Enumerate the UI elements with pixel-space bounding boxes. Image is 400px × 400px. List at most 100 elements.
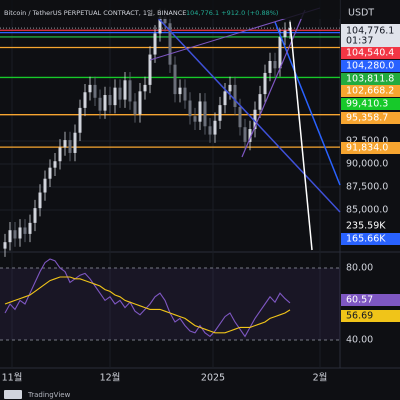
chart-title: Bitcoin / TetherUS PERPETUAL CONTRACT, 1… <box>4 8 186 17</box>
candle-body <box>108 95 112 106</box>
rsi-line <box>4 276 291 334</box>
volume-tag <box>341 220 400 232</box>
level-tag <box>341 60 400 72</box>
rsi-tick-label: 40.00 <box>346 334 373 345</box>
candle-body <box>53 161 57 168</box>
candle-body <box>123 80 127 100</box>
candle-body <box>173 64 177 95</box>
candle-body <box>278 37 282 69</box>
candle-body <box>143 84 147 92</box>
candle-body <box>208 126 212 135</box>
candle-body <box>118 87 122 100</box>
brand-logo <box>4 390 22 399</box>
candle-body <box>78 107 82 133</box>
trend-line <box>241 9 306 158</box>
level-tag-label: 95,358.7 <box>346 113 388 124</box>
candle-body <box>83 92 87 108</box>
candle-body <box>193 116 197 122</box>
rsi-tag-label: 60.57 <box>346 295 373 306</box>
candle-body <box>133 101 137 115</box>
price-tag-label: 104,776.1 <box>346 26 394 37</box>
candle-body <box>253 109 257 130</box>
candle-body <box>103 95 107 111</box>
candle-body <box>38 192 42 209</box>
candle-body <box>33 208 37 223</box>
rsi-line <box>4 258 291 338</box>
candle-body <box>68 140 72 153</box>
y-tick-label: 85,000.0 <box>346 204 388 215</box>
candle-body <box>223 91 227 106</box>
candle-body <box>283 30 287 38</box>
rsi-tag-label: 56.69 <box>346 311 373 322</box>
candle-body <box>98 97 102 111</box>
level-tag <box>341 112 400 124</box>
countdown: 01:37 <box>346 36 373 47</box>
level-tag-label: 104,280.0 <box>346 61 394 72</box>
candle-body <box>138 91 142 115</box>
currency: USDT <box>348 8 374 19</box>
price-pane <box>0 0 340 368</box>
candle-body <box>113 87 117 106</box>
candle-body <box>163 16 167 24</box>
level-tag <box>341 85 400 97</box>
candle-body <box>178 87 182 95</box>
candle-body <box>198 101 202 122</box>
trend-line <box>157 17 341 213</box>
candle-body <box>73 132 77 153</box>
candle-body <box>213 120 217 135</box>
y-tick-label: 92,500.0 <box>346 136 388 147</box>
x-tick-label: 12월 <box>100 372 121 384</box>
candle-body <box>58 147 62 162</box>
candle-body <box>258 94 262 110</box>
candle-body <box>18 227 22 239</box>
candle-body <box>218 105 222 121</box>
price-change: 104,776.1 +912.0 (+0.88%) <box>186 9 278 17</box>
volume-tag-label: 165.66K <box>346 234 386 245</box>
candle-body <box>233 84 237 107</box>
candle-body <box>8 230 12 243</box>
candle-body <box>263 72 267 95</box>
volume-tag-label: 235.59K <box>346 221 386 232</box>
candle-body <box>23 227 27 234</box>
candle-body <box>203 101 207 127</box>
rsi-tick-label: 80.00 <box>346 262 373 273</box>
candle-body <box>48 167 52 179</box>
candle-body <box>238 106 242 128</box>
rsi-tag <box>341 310 400 322</box>
rsi-tag <box>341 294 400 306</box>
rsi-band <box>0 267 340 340</box>
candle-body <box>43 178 47 193</box>
candle-body <box>93 84 97 98</box>
level-tag <box>341 47 400 59</box>
candle-body <box>128 80 132 102</box>
level-tag-label: 104,540.4 <box>346 48 394 59</box>
candle-body <box>158 16 162 34</box>
level-tag-label: 103,811.8 <box>346 74 394 85</box>
header-bg <box>0 0 340 19</box>
level-tag-label: 99,410.3 <box>346 99 388 110</box>
price-tag <box>341 24 400 47</box>
candle-body <box>13 230 17 239</box>
candle-body <box>153 33 157 55</box>
level-tag-label: 91,834.0 <box>346 143 388 154</box>
candle-body <box>248 129 252 142</box>
x-tick-label: 2025 <box>201 373 225 384</box>
x-tick-label: 2월 <box>313 372 328 384</box>
brand: TradingView <box>27 391 71 399</box>
candle-body <box>88 84 92 93</box>
candle-body <box>228 84 232 92</box>
y-tick-label: 87,500.0 <box>346 181 388 192</box>
candle-body <box>63 140 67 148</box>
trend-line <box>274 21 341 186</box>
x-tick-label: 11월 <box>2 372 23 384</box>
trend-line <box>289 21 313 251</box>
candle-body <box>148 54 152 85</box>
candle-body <box>183 87 187 101</box>
y-tick-label: 90,000.0 <box>346 158 388 169</box>
candle-body <box>268 60 272 73</box>
level-tag-label: 102,668.2 <box>346 86 394 97</box>
level-tag <box>341 73 400 85</box>
level-tag <box>341 98 400 110</box>
candle-body <box>3 242 7 249</box>
